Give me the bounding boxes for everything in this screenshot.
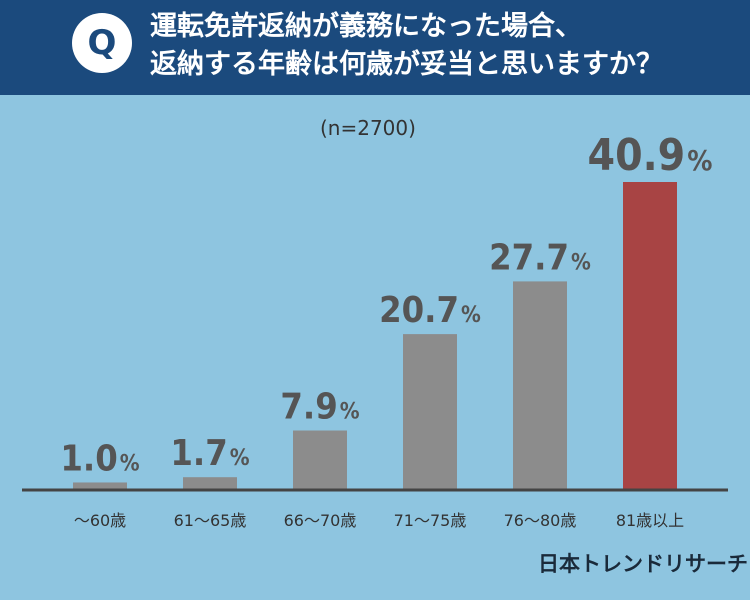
- q-badge: Q: [72, 13, 132, 73]
- bar-5: [513, 281, 567, 490]
- value-label-2: 1.7%: [170, 433, 249, 474]
- x-tick-label-6: 81歳以上: [616, 511, 684, 530]
- value-label-4: 20.7%: [379, 290, 481, 331]
- value-labels: 1.0% 1.7% 7.9% 20.7%27.7% 40.9%: [60, 130, 712, 479]
- q-letter: Q: [87, 23, 117, 63]
- x-tick-label-2: 61〜65歳: [174, 511, 247, 530]
- x-tick-label-5: 76〜80歳: [504, 511, 577, 530]
- bar-6: [623, 182, 677, 490]
- x-tick-label-4: 71〜75歳: [394, 511, 467, 530]
- bar-4: [403, 334, 457, 490]
- question-line-2: 返納する年齢は何歳が妥当と思いますか？: [150, 49, 663, 80]
- value-label-6: 40.9%: [588, 130, 713, 181]
- value-label-3: 7.9%: [280, 387, 359, 428]
- x-tick-label-3: 66〜70歳: [284, 511, 357, 530]
- bars: [73, 182, 677, 490]
- bar-2: [183, 477, 237, 490]
- question-text: 運転免許返納が義務になった場合、 返納する年齢は何歳が妥当と思いますか？: [150, 8, 740, 84]
- bar-3: [293, 430, 347, 490]
- x-tick-label-1: 〜60歳: [74, 511, 126, 530]
- question-line-1: 運転免許返納が義務になった場合、: [150, 11, 582, 42]
- x-tick-labels: 〜60歳 61〜65歳 66〜70歳 71〜75歳 76〜80歳 81歳以上: [74, 511, 684, 530]
- bar-1: [73, 482, 127, 490]
- sample-size: (n=2700): [320, 116, 416, 140]
- question-header: Q 運転免許返納が義務になった場合、 返納する年齢は何歳が妥当と思いますか？: [0, 0, 750, 95]
- brand-logo-text: 日本トレンドリサーチ: [538, 552, 748, 576]
- value-label-5: 27.7%: [489, 237, 591, 278]
- value-label-1: 1.0%: [60, 438, 139, 479]
